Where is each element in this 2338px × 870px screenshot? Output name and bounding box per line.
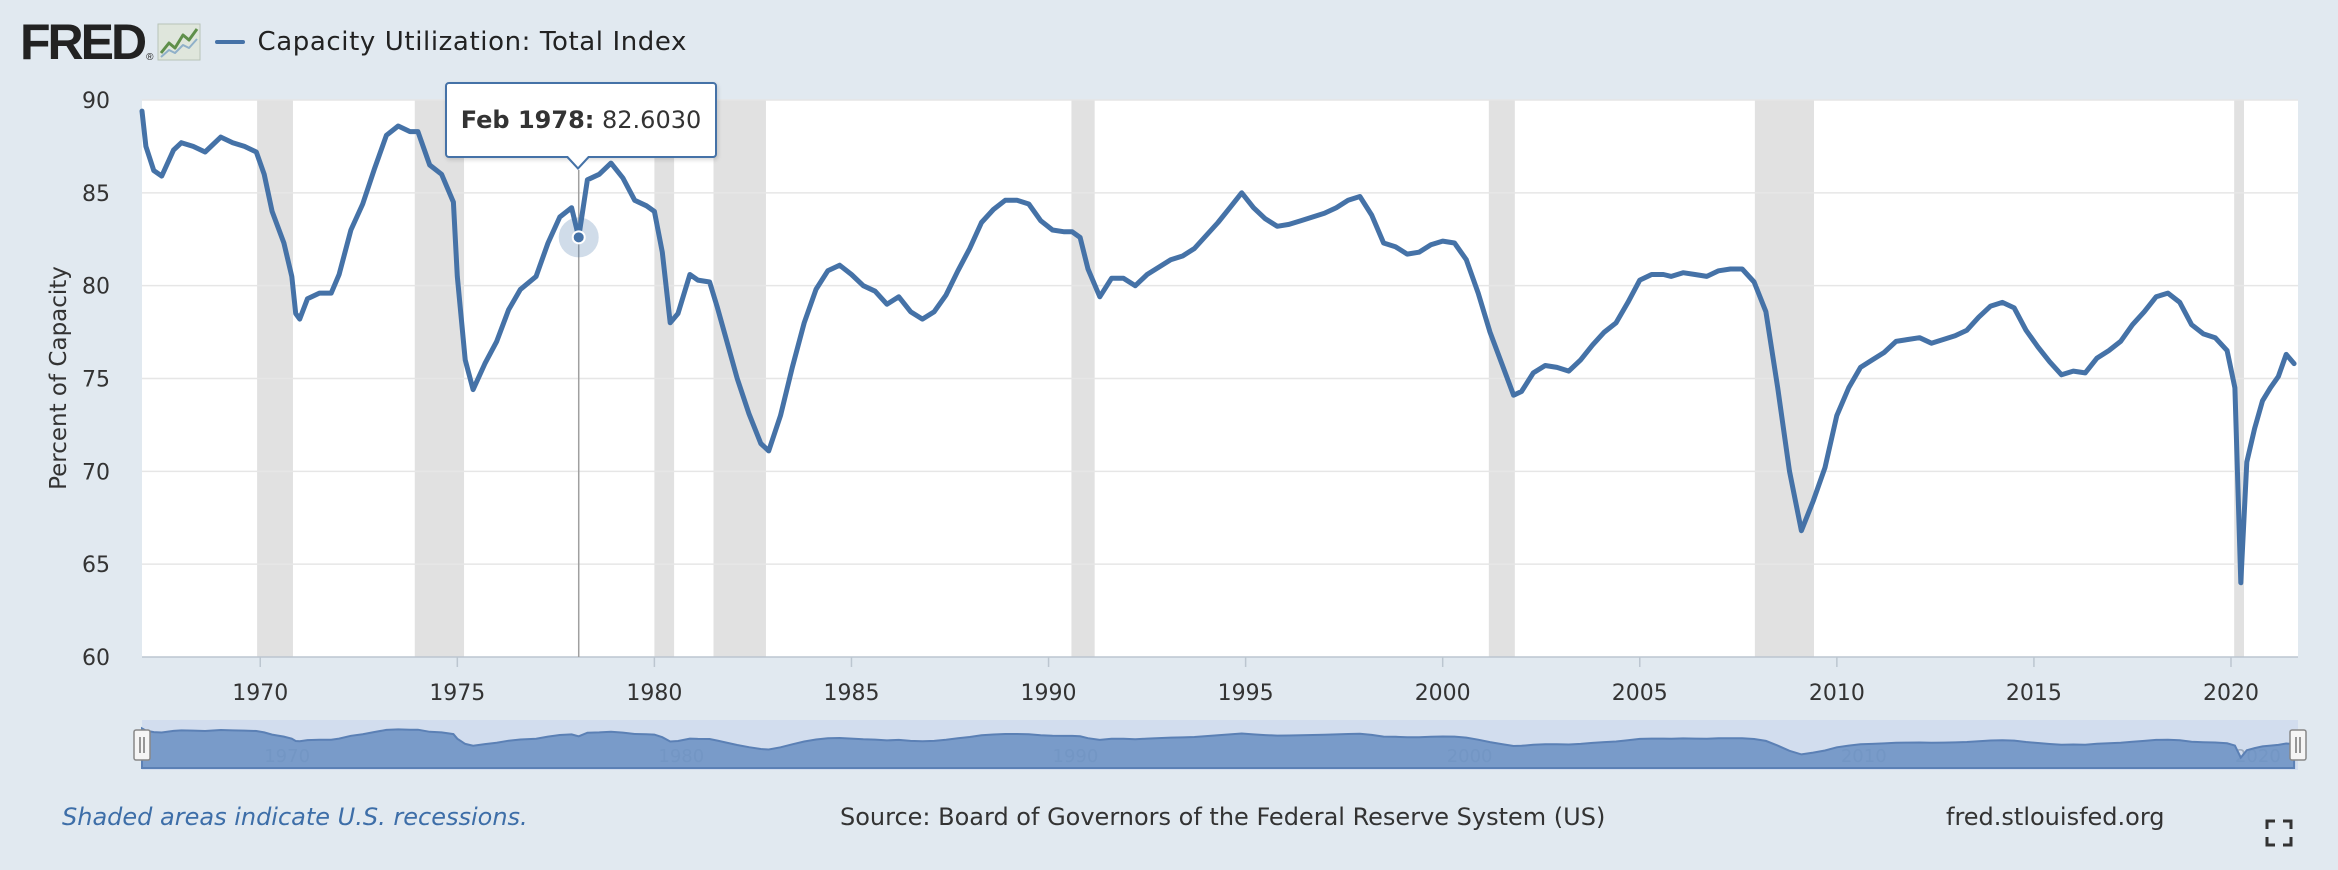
- gridlines: [142, 99, 2298, 658]
- y-tick-label: 70: [82, 460, 110, 485]
- x-tick-label: 2020: [2203, 681, 2259, 706]
- y-tick-label: 75: [82, 368, 110, 393]
- y-tick-label: 90: [82, 89, 110, 114]
- x-tick-label: 1990: [1021, 681, 1077, 706]
- x-tick-label: 1980: [626, 681, 682, 706]
- x-tick-label: 2015: [2006, 681, 2062, 706]
- navigator-series-area: [141, 726, 2296, 769]
- tooltip-pointer-fill: [567, 155, 589, 167]
- recession-note: Shaded areas indicate U.S. recessions.: [62, 803, 528, 831]
- chart-header: FRED ® Capacity Utilization: Total Index: [20, 14, 687, 70]
- x-tick-label: 2010: [1809, 681, 1865, 706]
- legend[interactable]: Capacity Utilization: Total Index: [215, 27, 687, 57]
- y-axis-ticks: 60 65 70 75 80 85 90: [82, 89, 110, 671]
- tooltip-value: 82.6030: [602, 106, 702, 134]
- x-tick-label: 1995: [1218, 681, 1274, 706]
- site-url-link[interactable]: fred.stlouisfed.org: [1946, 803, 2165, 831]
- source-text: Source: Board of Governors of the Federa…: [840, 803, 1606, 831]
- navigator-handle-right[interactable]: [2289, 729, 2307, 761]
- y-tick-label: 60: [82, 646, 110, 671]
- data-tooltip: Feb 1978: 82.6030: [445, 82, 717, 158]
- y-axis-label: Percent of Capacity: [46, 266, 72, 490]
- tooltip-date: Feb 1978:: [460, 106, 595, 134]
- fullscreen-icon[interactable]: [2264, 818, 2294, 848]
- x-tick-label: 2005: [1612, 681, 1668, 706]
- x-tick-label: 1975: [429, 681, 485, 706]
- x-tick-label: 1985: [823, 681, 879, 706]
- hover-point[interactable]: [571, 230, 586, 245]
- registered-mark: ®: [146, 52, 154, 63]
- chart-growth-icon: [157, 23, 201, 61]
- y-tick-label: 65: [82, 553, 110, 578]
- x-axis-ticks: 1970 1975 1980 1985 1990 1995 2000 2005 2010 2015…: [232, 657, 2259, 706]
- legend-swatch: [215, 40, 246, 44]
- x-tick-label: 1970: [232, 681, 288, 706]
- tooltip-spacer: [594, 106, 602, 134]
- navigator-handle-left[interactable]: [133, 729, 151, 761]
- fred-logo[interactable]: FRED ®: [20, 17, 201, 67]
- y-tick-label: 80: [82, 275, 110, 300]
- legend-series-label: Capacity Utilization: Total Index: [257, 27, 688, 57]
- y-tick-label: 85: [82, 182, 110, 207]
- x-tick-label: 2000: [1415, 681, 1471, 706]
- series-line-capacity-utilization[interactable]: [139, 108, 2297, 586]
- fred-logo-text: FRED: [20, 14, 147, 70]
